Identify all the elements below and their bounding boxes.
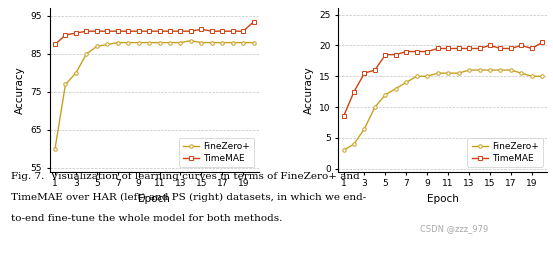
X-axis label: Epoch: Epoch <box>427 194 459 204</box>
Text: to-end fine-tune the whole model for both methods.: to-end fine-tune the whole model for bot… <box>11 214 283 223</box>
X-axis label: Epoch: Epoch <box>138 194 170 204</box>
Text: TimeMAE over HAR (left) and PS (right) datasets, in which we end-: TimeMAE over HAR (left) and PS (right) d… <box>11 193 366 202</box>
Y-axis label: Accuracy: Accuracy <box>304 66 314 114</box>
Legend: FineZero+, TimeMAE: FineZero+, TimeMAE <box>179 137 254 167</box>
Legend: FineZero+, TimeMAE: FineZero+, TimeMAE <box>467 137 543 167</box>
Text: CSDN @zzz_979: CSDN @zzz_979 <box>420 224 488 233</box>
Text: Fig. 7.  Visualization of learning curves in terms of FineZero+ and: Fig. 7. Visualization of learning curves… <box>11 172 360 181</box>
Y-axis label: Accuracy: Accuracy <box>15 66 25 114</box>
